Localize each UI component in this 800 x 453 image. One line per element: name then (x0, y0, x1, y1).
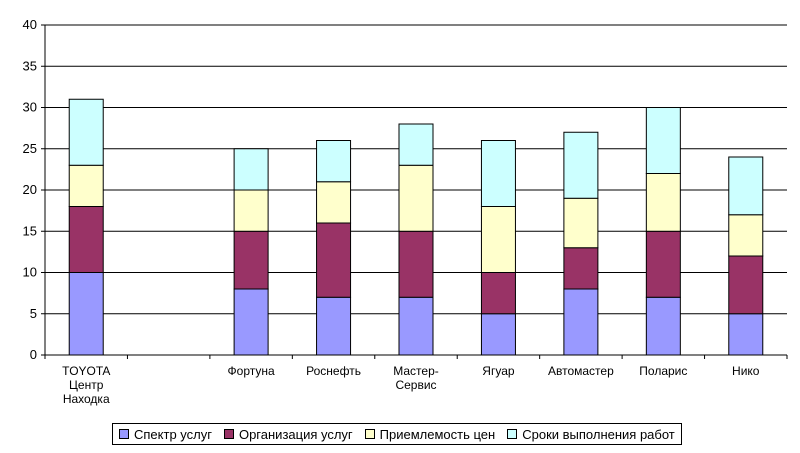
bar-segment (728, 156, 764, 216)
x-category-label: Фортуна (228, 364, 275, 378)
bar-segment (316, 181, 352, 224)
legend-item: Сроки выполнения работ (507, 427, 675, 442)
bar-segment (563, 247, 599, 290)
bar-segment (316, 296, 352, 356)
legend-label: Сроки выполнения работ (522, 426, 675, 442)
legend: Спектр услуг Организация услуг Приемлемост… (112, 423, 682, 445)
x-category-label: Поларис (639, 364, 687, 378)
bar-segment (728, 313, 764, 356)
bar-segment (68, 98, 104, 166)
y-tick-label: 20 (23, 182, 37, 197)
bar-segment (398, 230, 434, 298)
legend-label: Организация услуг (238, 426, 353, 442)
bar-segment (728, 255, 764, 315)
bar-segment (645, 107, 681, 174)
legend-item: Приемлемость цен (364, 426, 496, 442)
bar-segment (398, 296, 434, 356)
bar-segment (563, 131, 599, 199)
legend-swatch (119, 429, 129, 439)
legend-swatch (507, 429, 518, 439)
bar-segment (645, 173, 681, 232)
bar-segment (233, 189, 269, 232)
bar-segment (563, 288, 599, 356)
bar-segment (645, 296, 681, 356)
x-category-label: Мастер-Сервис (393, 364, 439, 392)
axes (41, 24, 788, 359)
bar-segment (563, 197, 599, 249)
legend-swatch (223, 429, 234, 439)
bar-segment (316, 222, 352, 298)
y-tick-label: 25 (23, 141, 37, 156)
y-tick-label: 5 (30, 306, 37, 321)
bar-segment (398, 164, 434, 232)
bar-segment (398, 123, 434, 166)
x-category-label: Ягуар (482, 364, 515, 378)
y-tick-label: 40 (23, 17, 37, 32)
bar-segment (480, 313, 516, 356)
bar-segment (480, 206, 516, 273)
bar-segment (68, 206, 104, 273)
x-category-label: Автомастер (548, 364, 614, 378)
legend-label: Приемлемость цен (379, 426, 496, 442)
y-tick-label: 30 (23, 100, 37, 115)
x-category-label: Нико (732, 364, 760, 378)
bar-segment (728, 214, 764, 257)
x-category-labels: TOYOTA Центр Находка Фортуна Роснефть Мастер-… (62, 364, 760, 406)
bar-segment (233, 288, 269, 356)
bar-segment (480, 140, 516, 207)
bar-segment (68, 164, 104, 207)
x-category-label: Роснефть (306, 364, 361, 378)
legend-item: Спектр услуг (119, 427, 212, 442)
bar-segment (68, 272, 104, 356)
bar-segment (233, 230, 269, 290)
y-tick-label: 15 (23, 223, 37, 238)
legend-item: Организация услуг (223, 426, 353, 442)
legend-swatch (364, 429, 375, 439)
bar-segment (480, 272, 516, 315)
y-tick-label: 10 (23, 265, 37, 280)
y-tick-label: 35 (23, 58, 37, 73)
bars (68, 98, 764, 356)
x-category-label: TOYOTA Центр Находка (62, 364, 110, 406)
y-tick-label: 0 (30, 347, 37, 362)
bar-segment (645, 230, 681, 298)
legend-label: Спектр услуг (134, 426, 212, 442)
bar-segment (233, 148, 269, 191)
y-tick-labels: 0 5 10 15 20 25 30 35 40 (23, 17, 37, 362)
bar-segment (316, 140, 352, 183)
